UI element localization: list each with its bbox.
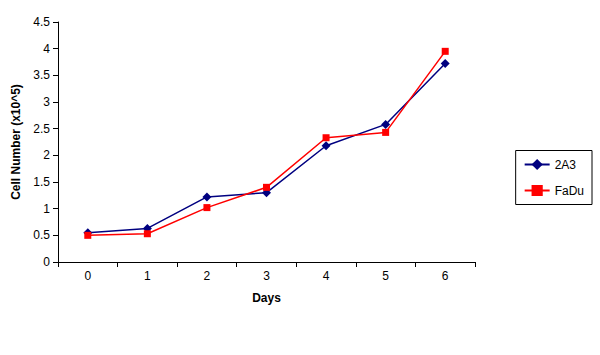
svg-text:0: 0 <box>43 255 50 269</box>
svg-text:4: 4 <box>43 42 50 56</box>
svg-text:2: 2 <box>43 148 50 162</box>
svg-text:2: 2 <box>204 269 211 283</box>
svg-text:4.5: 4.5 <box>33 15 50 29</box>
svg-text:1.5: 1.5 <box>33 175 50 189</box>
svg-text:0.5: 0.5 <box>33 228 50 242</box>
svg-text:2A3: 2A3 <box>555 158 577 172</box>
svg-text:3.5: 3.5 <box>33 68 50 82</box>
svg-text:1: 1 <box>43 202 50 216</box>
svg-text:4: 4 <box>323 269 330 283</box>
svg-text:3: 3 <box>43 95 50 109</box>
svg-text:Cell Number (x10^5): Cell Number (x10^5) <box>9 84 23 200</box>
svg-text:Days: Days <box>252 291 281 305</box>
svg-text:2.5: 2.5 <box>33 122 50 136</box>
svg-text:FaDu: FaDu <box>555 184 584 198</box>
svg-text:1: 1 <box>144 269 151 283</box>
svg-text:5: 5 <box>382 269 389 283</box>
svg-text:0: 0 <box>84 269 91 283</box>
svg-text:6: 6 <box>442 269 449 283</box>
svg-text:3: 3 <box>263 269 270 283</box>
